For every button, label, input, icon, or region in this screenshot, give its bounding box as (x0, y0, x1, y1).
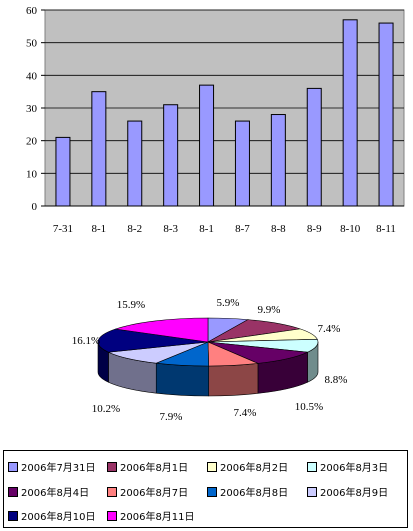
legend-label: 2006年8月1日 (120, 463, 189, 474)
legend-label: 2006年8月8日 (220, 488, 289, 499)
legend-label: 2006年8月3日 (320, 463, 389, 474)
pie-value-label: 10.2% (92, 403, 120, 415)
legend-swatch (107, 511, 117, 521)
pie-chart: 5.9% 9.9% 7.4% 8.8% 10.5% 7.4% 7.9% 10.2% 16.1% 1… (72, 297, 348, 423)
legend-swatch (207, 462, 217, 472)
pie-value-label: 5.9% (217, 297, 240, 309)
pie-value-label: 9.9% (258, 304, 281, 316)
y-tick-label: 30 (26, 103, 38, 115)
legend-swatch (107, 462, 117, 472)
x-tick-label: 8-10 (340, 223, 361, 235)
legend-item: 2006年8月9日 (307, 484, 388, 499)
pie-value-label: 16.1% (72, 335, 100, 347)
y-tick-label: 50 (26, 38, 38, 50)
legend-item: 2006年8月7日 (107, 484, 188, 499)
x-tick-label: 8-7 (235, 223, 250, 235)
legend-label: 2006年8月10日 (21, 512, 96, 523)
legend-swatch (107, 487, 117, 497)
x-tick-label: 8-1 (199, 223, 214, 235)
legend-item: 2006年7月31日 (8, 459, 96, 474)
bar (91, 91, 107, 207)
legend-swatch (307, 487, 317, 497)
legend-item: 2006年8月8日 (207, 484, 288, 499)
pie-value-label: 7.4% (234, 407, 257, 419)
pie-value-label: 7.9% (160, 411, 183, 423)
legend-label: 2006年8月2日 (220, 463, 289, 474)
x-tick-label: 7-31 (53, 223, 73, 235)
bar (163, 104, 179, 207)
y-tick-label: 60 (26, 5, 38, 17)
y-tick-label: 0 (32, 201, 38, 213)
legend-label: 2006年8月4日 (21, 488, 90, 499)
legend-swatch (8, 511, 18, 521)
legend-item: 2006年8月4日 (8, 484, 89, 499)
bar (378, 22, 394, 207)
pie-value-label: 15.9% (117, 299, 145, 311)
x-tick-label: 8-11 (376, 223, 396, 235)
pie-slice-side (155, 362, 209, 397)
pie-value-label: 10.5% (295, 401, 323, 413)
legend-item: 2006年8月11日 (107, 508, 195, 523)
bar (234, 120, 250, 207)
legend-item: 2006年8月1日 (107, 459, 188, 474)
x-tick-label: 8-3 (163, 223, 178, 235)
x-tick-label: 8-2 (127, 223, 142, 235)
bar (127, 120, 143, 207)
x-tick-label: 8-8 (271, 223, 286, 235)
legend-item: 2006年8月3日 (307, 459, 388, 474)
legend-item: 2006年8月10日 (8, 508, 96, 523)
legend-label: 2006年7月31日 (21, 463, 96, 474)
pie-slice (107, 341, 209, 364)
pie-value-label: 7.4% (318, 323, 341, 335)
bar-chart: 0 10 20 30 40 50 60 7-31 8-1 8-2 8-3 8-1 8-7 8-8 8-9 8… (26, 5, 405, 235)
legend-swatch (307, 462, 317, 472)
legend-swatch (8, 462, 18, 472)
legend-swatch (8, 487, 18, 497)
bar (55, 136, 71, 207)
pie-legend: 2006年7月31日 2006年8月1日 2006年8月2日 2006年8月3日 200… (3, 450, 408, 528)
legend-item: 2006年8月2日 (207, 459, 288, 474)
legend-label: 2006年8月9日 (320, 488, 389, 499)
y-tick-label: 10 (26, 168, 38, 180)
y-tick-label: 20 (26, 136, 38, 148)
y-tick-label: 40 (26, 70, 38, 82)
legend-swatch (207, 487, 217, 497)
bar (306, 87, 322, 207)
pie-slice (207, 341, 309, 364)
pie-slice-side (208, 363, 259, 397)
x-tick-label: 8-9 (307, 223, 322, 235)
pie-slice (97, 328, 209, 353)
legend-label: 2006年8月11日 (120, 512, 195, 523)
legend-label: 2006年8月7日 (120, 488, 189, 499)
pie-slice (115, 317, 209, 343)
x-tick-label: 8-1 (92, 223, 107, 235)
bar (270, 114, 286, 207)
bar (199, 84, 215, 207)
pie-value-label: 8.8% (325, 374, 348, 386)
bar (342, 19, 358, 207)
